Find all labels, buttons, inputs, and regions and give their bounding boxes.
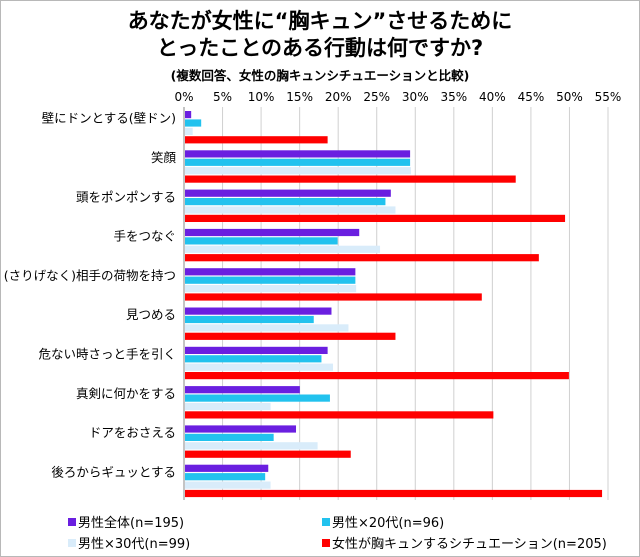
x-tick-label: 35% bbox=[440, 90, 467, 104]
bar bbox=[185, 119, 202, 127]
bar bbox=[185, 228, 360, 237]
bar bbox=[185, 324, 349, 332]
x-tick-label: 40% bbox=[479, 90, 506, 104]
bar bbox=[185, 307, 332, 315]
x-tick-label: 10% bbox=[248, 90, 275, 104]
bar bbox=[185, 175, 516, 183]
legend-item: 女性が胸キュンするシチュエーション(n=205) bbox=[322, 533, 607, 552]
x-tick-label: 45% bbox=[518, 90, 545, 104]
bar bbox=[185, 189, 391, 197]
legend-item: 男性×20代(n=96) bbox=[322, 512, 444, 531]
bar bbox=[185, 386, 300, 394]
bar bbox=[185, 206, 396, 214]
bar bbox=[185, 254, 539, 262]
legend-label: 男性×30代(n=99) bbox=[78, 537, 191, 552]
chart-title-line2: とったことのある行動は何ですか? bbox=[156, 36, 484, 60]
bar bbox=[185, 198, 386, 206]
category-label: (さりげなく)相手の荷物を持つ bbox=[4, 268, 176, 283]
category-label: 頭をポンポンする bbox=[76, 189, 176, 204]
legend-label: 男性×20代(n=96) bbox=[332, 516, 445, 531]
legend-label: 男性全体(n=195) bbox=[78, 516, 185, 531]
bar bbox=[185, 237, 338, 245]
x-tick-label: 20% bbox=[325, 90, 352, 104]
bar bbox=[185, 127, 193, 135]
legend-swatch bbox=[68, 517, 76, 526]
bar bbox=[185, 136, 328, 144]
bar bbox=[185, 402, 271, 411]
x-tick-label: 50% bbox=[556, 90, 583, 104]
bar bbox=[185, 442, 318, 450]
legend-swatch bbox=[68, 538, 76, 547]
bar bbox=[185, 346, 328, 354]
chart-subtitle: (複数回答、女性の胸キュンシチュエーションと比較) bbox=[170, 68, 470, 83]
chart-title-line1: あなたが女性に“胸キュン”させるために bbox=[127, 9, 513, 33]
bar bbox=[185, 473, 266, 481]
x-tick-label: 15% bbox=[286, 90, 313, 104]
bar bbox=[185, 245, 381, 253]
bar bbox=[185, 363, 334, 371]
category-label: 壁にドンとする(壁ドン) bbox=[42, 111, 176, 126]
bar bbox=[185, 425, 297, 433]
category-label: ドアをおさえる bbox=[89, 425, 176, 440]
bar bbox=[185, 411, 494, 419]
x-tick-label: 5% bbox=[213, 90, 232, 104]
bar bbox=[185, 332, 396, 340]
x-tick-label: 0% bbox=[174, 90, 193, 104]
legend-item: 男性×30代(n=99) bbox=[68, 533, 190, 552]
bar bbox=[185, 150, 411, 158]
category-label: 危ない時さっと手を引く bbox=[38, 346, 176, 361]
bar bbox=[185, 372, 569, 380]
bar bbox=[185, 433, 274, 441]
bar bbox=[185, 268, 356, 276]
category-label: 真剣に何かをする bbox=[76, 386, 176, 401]
bar bbox=[185, 489, 603, 498]
category-label: 見つめる bbox=[126, 307, 176, 322]
x-tick-label: 30% bbox=[402, 90, 429, 104]
x-tick-label: 25% bbox=[363, 90, 390, 104]
legend-item: 男性全体(n=195) bbox=[68, 512, 184, 531]
bar bbox=[185, 276, 356, 284]
bar bbox=[185, 214, 566, 222]
category-label: 笑顔 bbox=[151, 150, 177, 165]
bar bbox=[185, 167, 411, 175]
bar bbox=[185, 481, 271, 489]
bar bbox=[185, 355, 322, 363]
bar bbox=[185, 450, 351, 458]
category-label: 後ろからギュッとする bbox=[51, 464, 176, 479]
bar bbox=[185, 394, 330, 402]
bar bbox=[185, 111, 192, 119]
x-tick-label: 55% bbox=[595, 90, 622, 104]
bar bbox=[185, 315, 314, 324]
legend-swatch bbox=[322, 538, 330, 547]
bar bbox=[185, 464, 269, 472]
bar bbox=[185, 293, 482, 301]
bar bbox=[185, 285, 357, 293]
bar bbox=[185, 158, 411, 166]
category-label: 手をつなぐ bbox=[113, 229, 176, 244]
legend-swatch bbox=[322, 517, 330, 526]
legend-label: 女性が胸キュンするシチュエーション(n=205) bbox=[332, 537, 607, 552]
